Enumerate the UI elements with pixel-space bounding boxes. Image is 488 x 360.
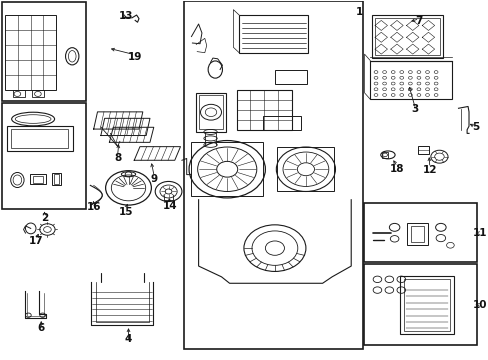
Bar (263, 116, 301, 130)
Bar (400, 276, 453, 334)
Bar (364, 264, 476, 345)
Bar (2, 103, 85, 209)
Bar (382, 152, 387, 158)
Bar (277, 147, 333, 191)
Bar (32, 90, 43, 97)
Text: 19: 19 (128, 52, 142, 62)
Bar (30, 174, 45, 184)
Text: 1: 1 (355, 7, 363, 17)
Text: 3: 3 (411, 104, 418, 114)
Bar (364, 203, 476, 262)
Text: 7: 7 (415, 16, 422, 26)
Text: 18: 18 (389, 164, 404, 174)
Bar (13, 90, 24, 97)
Bar (274, 69, 307, 84)
Text: 14: 14 (163, 201, 177, 211)
Text: 16: 16 (86, 202, 101, 212)
Bar (7, 126, 73, 150)
Bar (5, 15, 56, 90)
Bar (410, 226, 423, 242)
Bar (236, 90, 291, 130)
Text: 12: 12 (422, 165, 436, 175)
Bar (11, 129, 68, 148)
Bar (417, 146, 428, 154)
Bar (191, 142, 263, 196)
Text: 13: 13 (119, 11, 133, 21)
Text: 8: 8 (114, 153, 121, 163)
Text: 11: 11 (472, 228, 487, 238)
Bar (239, 15, 307, 53)
Text: 17: 17 (29, 235, 44, 246)
Text: 9: 9 (150, 174, 158, 184)
Bar (374, 18, 440, 55)
Bar (33, 176, 43, 183)
Text: 5: 5 (471, 122, 478, 132)
Text: 2: 2 (41, 213, 48, 223)
Text: 15: 15 (118, 207, 133, 217)
Bar (371, 15, 442, 58)
Text: 10: 10 (472, 300, 487, 310)
Bar (196, 93, 225, 132)
Bar (2, 3, 85, 101)
Bar (403, 279, 449, 331)
Text: 6: 6 (38, 323, 45, 333)
Bar (52, 173, 61, 185)
Bar (184, 1, 363, 348)
Bar (54, 174, 59, 184)
Bar (199, 95, 223, 130)
Bar (407, 223, 427, 245)
Text: 4: 4 (124, 334, 132, 344)
Bar (369, 60, 451, 99)
